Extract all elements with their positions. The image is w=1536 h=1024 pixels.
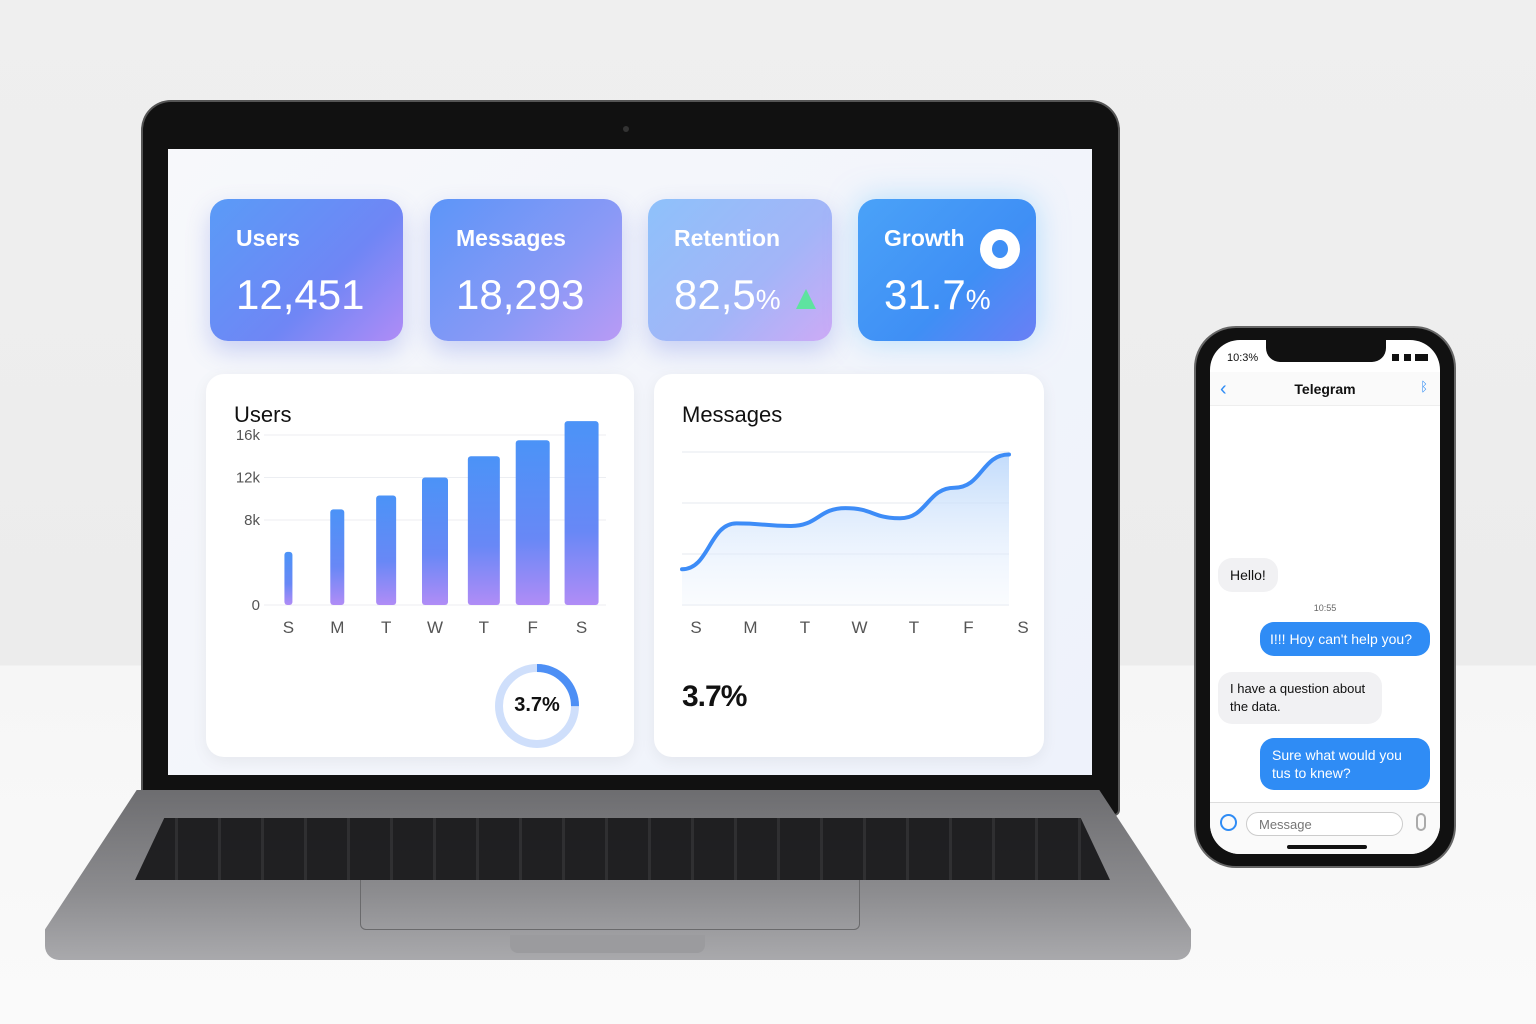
card-value: 12,451 [236,271,365,318]
bot-avatar-icon [980,229,1020,269]
card-value: 31.7 [884,271,966,318]
x-tick-label: S [576,618,587,637]
laptop-opening-notch [510,935,705,953]
chat-title: Telegram [1294,381,1356,397]
attach-gear-icon[interactable] [1220,814,1237,831]
dashboard-screen: Users 12,451 Messages 18,293 Retention 8… [168,149,1092,775]
x-tick-label: T [800,618,810,637]
x-tick-label: W [427,618,443,637]
donut-label: 3.7% [514,694,560,716]
stat-card-messages[interactable]: Messages 18,293 [430,199,622,341]
bar [564,421,599,605]
message-in: I have a question about the data. [1218,672,1382,724]
stat-card-retention[interactable]: Retention 82,5% [648,199,832,341]
card-unit: % [965,284,991,315]
users-panel: Users 0 8k 12k 16k S M T W T F S 3.7% [206,374,634,757]
back-chevron-icon[interactable]: ‹ [1220,378,1227,400]
home-indicator [1287,845,1367,849]
bar [330,509,345,605]
message-in: Hello! [1218,558,1278,592]
messages-panel: Messages S M T W T F S 3.7% [654,374,1044,757]
status-icons [1392,354,1428,361]
card-value: 82,5 [674,271,756,318]
card-value: 18,293 [456,271,585,318]
bar [422,477,448,605]
messages-stat: 3.7% [682,680,747,713]
card-unit: % [755,284,781,315]
message-input[interactable] [1246,812,1403,836]
trackpad [360,880,860,930]
nav-bar: ‹ Telegram ᛒ [1210,372,1440,406]
message-out: Sure what would you tus to knew? [1260,738,1430,790]
donut-arc [495,664,579,748]
card-label: Users [236,225,300,251]
composer [1210,802,1440,854]
x-tick-label: S [283,618,294,637]
card-value-wrap: 82,5% [674,271,817,319]
up-triangle-icon [796,289,817,309]
donut-chart [495,664,579,748]
x-tick-label: F [963,618,973,637]
phone-notch [1266,340,1386,362]
x-tick-label: M [743,618,757,637]
status-time: 10:3% [1227,352,1259,364]
card-value-wrap: 31.7% [884,271,991,319]
y-tick-label: 12k [236,469,261,486]
series-line [680,452,1011,572]
card-label: Retention [674,225,781,251]
bar [284,551,293,605]
bluetooth-icon[interactable]: ᛒ [1420,379,1428,394]
y-tick-label: 16k [236,427,261,444]
phone-screen: 10:3% ‹ Telegram ᛒ Hello! 10:55 I!!! Hoy… [1210,340,1440,854]
bar [467,456,500,605]
phone: 10:3% ‹ Telegram ᛒ Hello! 10:55 I!!! Hoy… [1196,328,1454,866]
stat-card-users[interactable]: Users 12,451 [210,199,403,341]
card-label: Growth [884,225,965,251]
panel-title: Messages [682,402,783,427]
x-tick-label: S [1017,618,1028,637]
panel-title: Users [234,402,292,427]
x-tick-label: T [381,618,391,637]
y-tick-label: 0 [252,597,260,614]
x-tick-label: T [909,618,919,637]
bar [376,495,397,605]
stat-card-growth[interactable]: Growth 31.7% [858,199,1036,341]
area-fill [682,454,1009,605]
x-tick-label: T [479,618,489,637]
message-out: I!!! Hoy can't help you? [1260,622,1430,656]
message-timestamp: 10:55 [1313,603,1337,613]
x-tick-label: W [851,618,867,637]
y-tick-label: 8k [244,512,260,529]
bar [515,440,550,605]
x-tick-label: M [330,618,344,637]
card-label: Messages [456,225,566,251]
keyboard [135,818,1110,880]
users-bar-chart: 0 8k 12k 16k S M T W T F S [236,421,606,637]
microphone-icon[interactable] [1416,813,1426,831]
x-tick-label: F [528,618,538,637]
webcam [623,126,629,132]
x-tick-label: S [690,618,701,637]
